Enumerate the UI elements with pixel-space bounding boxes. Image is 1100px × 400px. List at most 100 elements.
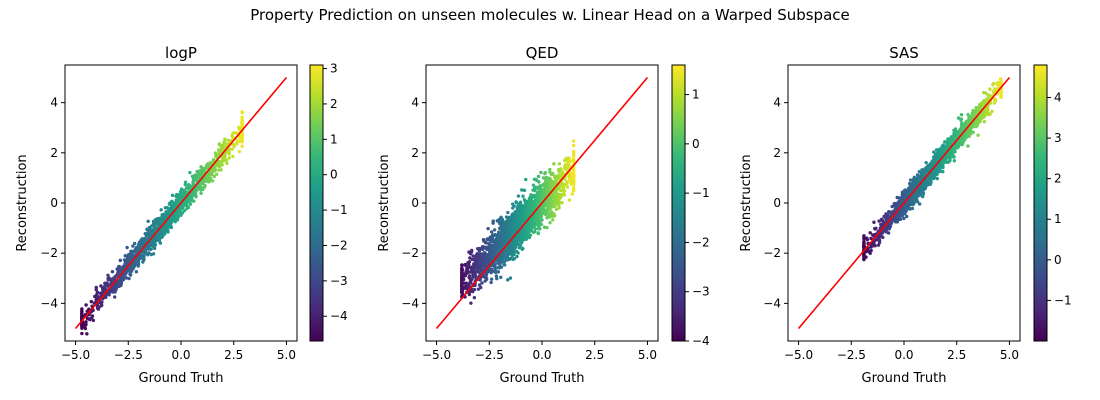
scatter-point-qed [571,139,576,143]
scatter-point-qed [470,270,474,274]
scatter-point-logp [85,332,89,336]
scatter-point-qed [516,251,520,255]
scatter-point-sas [877,219,881,223]
scatter-point-logp [240,136,244,141]
scatter-point-qed [539,222,544,227]
scatter-point-sas [864,255,868,259]
colorbar-tick-label: −2 [330,238,348,252]
scatter-point-qed [468,256,472,260]
y-tick-label: 4 [50,96,58,110]
scatter-point-logp [159,208,163,212]
scatter-point-logp [224,158,229,162]
plot-area-qed [435,77,649,329]
scatter-point-sas [868,251,872,255]
scatter-point-qed [499,265,504,270]
y-tick-label: −4 [401,296,419,310]
scatter-point-qed [506,210,510,215]
scatter-point-logp [240,125,244,129]
scatter-point-logp [232,144,236,149]
scatter-point-logp [227,156,231,160]
scatter-point-qed [536,174,541,179]
scatter-point-sas [874,226,878,231]
scatter-point-logp [240,144,244,148]
scatter-point-sas [921,194,925,199]
scatter-point-sas [881,235,885,240]
scatter-point-logp [192,199,196,203]
scatter-point-logp [220,163,224,167]
scatter-point-qed [541,176,546,180]
scatter-point-sas [869,248,873,253]
scatter-point-qed [570,192,574,196]
scatter-point-qed [521,194,525,198]
scatter-point-qed [508,276,513,280]
colorbar-tick-label: 0 [692,137,700,151]
x-tick-label: 2.5 [224,348,243,362]
scatter-point-qed [520,188,524,192]
scatter-point-logp [163,229,167,233]
scatter-point-qed [489,277,494,281]
scatter-point-qed [563,177,567,181]
scatter-point-sas [873,244,877,248]
scatter-point-qed [551,172,555,177]
scatter-point-qed [532,229,537,234]
y-tick-label: −2 [401,246,419,260]
panel-title-qed: QED [526,44,559,62]
scatter-point-qed [554,174,558,178]
scatter-point-logp [219,168,223,172]
scatter-point-qed [502,263,507,267]
scatter-point-qed [493,266,497,271]
scatter-point-qed [460,292,465,296]
scatter-point-qed [484,272,489,277]
scatter-point-qed [564,156,569,160]
scatter-point-sas [924,160,928,165]
scatter-point-qed [560,201,564,205]
y-tick-label: 4 [411,96,419,110]
scatter-point-logp [230,147,234,151]
scatter-point-qed [463,262,467,267]
scatter-point-qed [571,158,576,163]
scatter-point-qed [514,201,519,205]
scatter-point-qed [560,181,565,186]
scatter-point-qed [557,206,561,210]
x-tick-label: 5.0 [277,348,296,362]
x-tick-label: −2.5 [114,348,143,362]
scatter-point-qed [571,173,576,177]
scatter-point-logp [240,110,244,114]
scatter-point-qed [495,276,499,281]
scatter-point-qed [460,263,464,267]
scatter-point-qed [536,231,540,236]
scatter-point-logp [188,199,192,203]
scatter-point-qed [467,274,472,278]
scatter-point-sas [865,237,870,242]
scatter-point-logp [131,244,135,248]
y-axis-label-qed: Reconstruction [377,154,392,251]
scatter-point-logp [102,285,107,289]
scatter-point-qed [496,270,501,274]
y-axis-label-logp: Reconstruction [15,154,30,251]
scatter-point-qed [552,200,556,205]
x-axis-label-logp: Ground Truth [139,371,224,386]
scatter-point-qed [548,167,552,172]
scatter-point-qed [460,288,465,293]
scatter-point-qed [533,227,538,231]
scatter-point-qed [539,214,544,218]
scatter-point-logp [199,191,203,195]
scatter-point-logp [213,167,218,172]
scatter-point-qed [557,192,561,197]
scatter-point-qed [491,269,495,273]
scatter-point-logp [226,138,230,142]
scatter-point-logp [146,219,150,224]
y-tick-label: 0 [411,196,419,210]
scatter-point-qed [554,207,559,211]
reference-line-qed [435,77,649,329]
scatter-point-logp [230,134,234,138]
scatter-point-qed [537,180,541,184]
scatter-point-qed [518,200,523,204]
scatter-point-logp [84,322,88,327]
scatter-point-qed [494,269,498,273]
scatter-point-logp [240,134,244,138]
scatter-point-sas [929,180,933,184]
scatter-point-logp [132,241,137,246]
